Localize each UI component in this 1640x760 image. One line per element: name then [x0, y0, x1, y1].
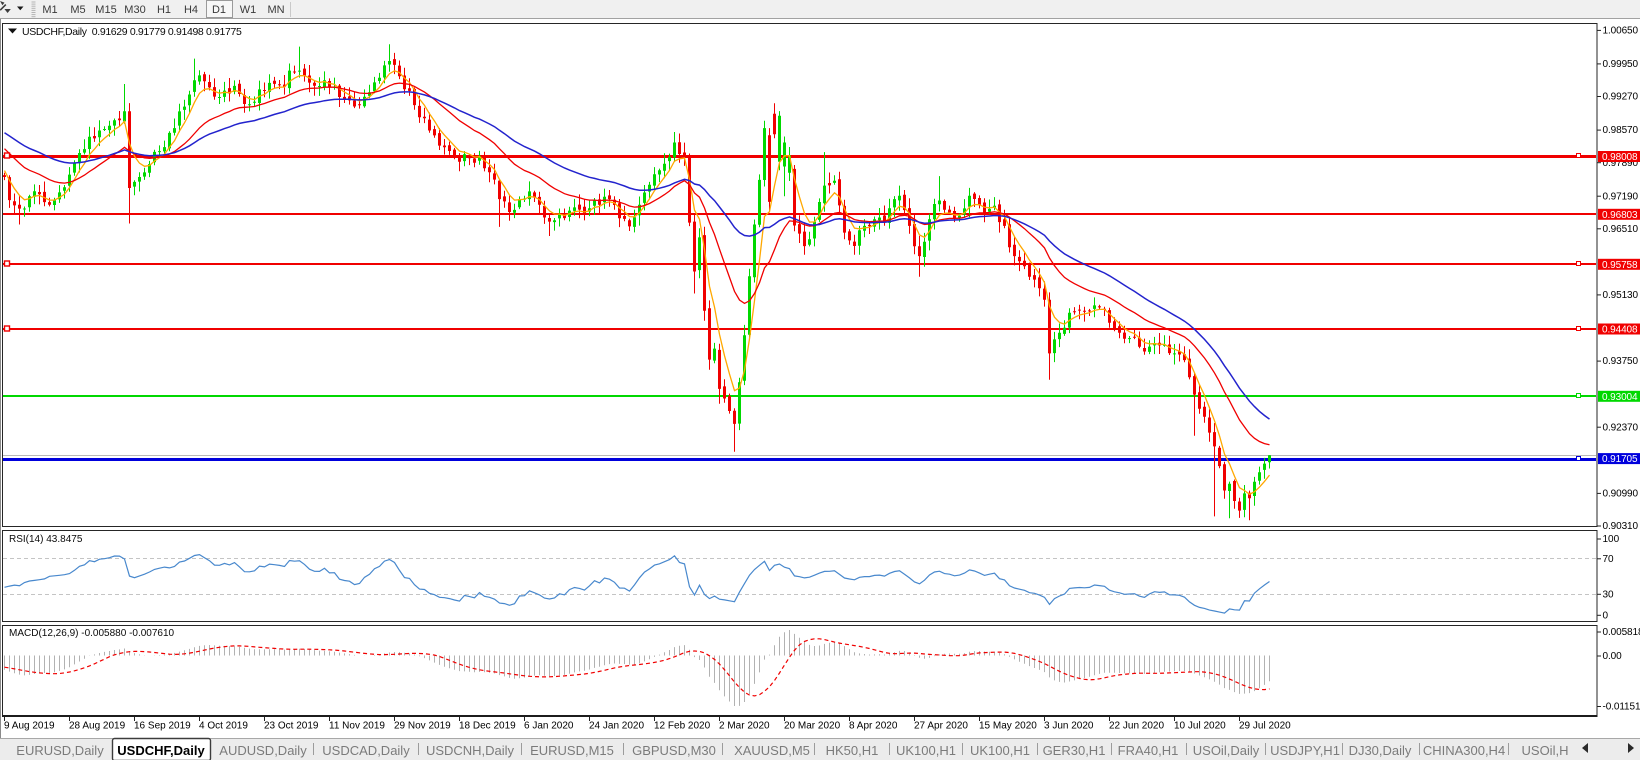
- svg-text:22 Jun 2020: 22 Jun 2020: [1109, 721, 1164, 732]
- svg-text:GER30,H1: GER30,H1: [1043, 743, 1106, 758]
- svg-text:70: 70: [1603, 554, 1615, 565]
- svg-text:RSI(14) 43.8475: RSI(14) 43.8475: [9, 534, 83, 545]
- svg-text:16 Sep 2019: 16 Sep 2019: [134, 721, 191, 732]
- svg-text:DJ30,Daily: DJ30,Daily: [1349, 743, 1412, 758]
- svg-text:HK50,H1: HK50,H1: [826, 743, 879, 758]
- svg-text:0.90310: 0.90310: [1603, 521, 1639, 532]
- svg-text:UK100,H1: UK100,H1: [970, 743, 1030, 758]
- svg-text:0.99950: 0.99950: [1603, 59, 1639, 70]
- svg-text:0.93004: 0.93004: [1602, 392, 1638, 403]
- svg-text:0: 0: [1603, 610, 1609, 621]
- svg-text:USDCHF,Daily: USDCHF,Daily: [117, 743, 205, 758]
- svg-text:18 Dec 2019: 18 Dec 2019: [459, 721, 516, 732]
- svg-text:11 Nov 2019: 11 Nov 2019: [329, 721, 385, 732]
- svg-text:M1: M1: [42, 4, 57, 16]
- svg-text:100: 100: [1603, 534, 1620, 545]
- svg-text:0.98570: 0.98570: [1603, 125, 1639, 136]
- svg-text:0.90990: 0.90990: [1603, 489, 1639, 500]
- svg-text:4 Oct 2019: 4 Oct 2019: [199, 721, 248, 732]
- svg-text:27 Apr 2020: 27 Apr 2020: [914, 721, 968, 732]
- svg-text:0.96803: 0.96803: [1602, 210, 1638, 221]
- svg-text:0.91705: 0.91705: [1602, 454, 1638, 465]
- svg-text:W1: W1: [240, 4, 257, 16]
- svg-text:USDCHF,Daily 0.91629 0.91779: USDCHF,Daily 0.91629 0.91779 0.91498 0.9…: [22, 26, 242, 38]
- svg-text:0.93750: 0.93750: [1603, 356, 1639, 367]
- svg-text:CHINA300,H4: CHINA300,H4: [1423, 743, 1505, 758]
- svg-text:AUDUSD,Daily: AUDUSD,Daily: [219, 743, 307, 758]
- svg-text:0.95758: 0.95758: [1602, 260, 1638, 271]
- svg-text:M15: M15: [95, 4, 116, 16]
- svg-text:UK100,H1: UK100,H1: [896, 743, 956, 758]
- svg-text:MACD(12,26,9) -0.005880 -0.007: MACD(12,26,9) -0.005880 -0.007610: [9, 628, 175, 639]
- svg-text:M5: M5: [70, 4, 85, 16]
- svg-text:8 Apr 2020: 8 Apr 2020: [849, 721, 898, 732]
- svg-text:9 Aug 2019: 9 Aug 2019: [4, 721, 55, 732]
- svg-text:M30: M30: [124, 4, 145, 16]
- svg-text:MN: MN: [267, 4, 284, 16]
- svg-text:30: 30: [1603, 589, 1615, 600]
- svg-text:USOil,H: USOil,H: [1522, 743, 1569, 758]
- svg-text:15 May 2020: 15 May 2020: [979, 721, 1037, 732]
- svg-text:29 Jul 2020: 29 Jul 2020: [1239, 721, 1291, 732]
- svg-text:USDCAD,Daily: USDCAD,Daily: [322, 743, 410, 758]
- svg-text:6 Jan 2020: 6 Jan 2020: [524, 721, 574, 732]
- svg-text:20 Mar 2020: 20 Mar 2020: [784, 721, 841, 732]
- svg-text:D1: D1: [212, 4, 226, 16]
- svg-text:12 Feb 2020: 12 Feb 2020: [654, 721, 711, 732]
- svg-text:H4: H4: [184, 4, 198, 16]
- svg-text:0.95130: 0.95130: [1603, 290, 1639, 301]
- svg-text:-0.011514: -0.011514: [1603, 702, 1640, 713]
- svg-text:USOil,Daily: USOil,Daily: [1193, 743, 1260, 758]
- svg-text:XAUUSD,M5: XAUUSD,M5: [734, 743, 810, 758]
- svg-text:H1: H1: [157, 4, 171, 16]
- svg-text:USDCNH,Daily: USDCNH,Daily: [426, 743, 515, 758]
- svg-text:24 Jan 2020: 24 Jan 2020: [589, 721, 644, 732]
- svg-text:FRA40,H1: FRA40,H1: [1118, 743, 1179, 758]
- svg-text:USDJPY,H1: USDJPY,H1: [1270, 743, 1340, 758]
- svg-text:2 Mar 2020: 2 Mar 2020: [719, 721, 770, 732]
- svg-text:3 Jun 2020: 3 Jun 2020: [1044, 721, 1094, 732]
- svg-text:29 Nov 2019: 29 Nov 2019: [394, 721, 451, 732]
- svg-text:0.96510: 0.96510: [1603, 224, 1639, 235]
- svg-text:10 Jul 2020: 10 Jul 2020: [1174, 721, 1226, 732]
- svg-text:0.94408: 0.94408: [1602, 325, 1638, 336]
- svg-text:0.98008: 0.98008: [1602, 152, 1638, 163]
- svg-text:0.92370: 0.92370: [1603, 422, 1639, 433]
- svg-text:0.97890: 0.97890: [1603, 158, 1639, 169]
- svg-text:0.97190: 0.97190: [1603, 191, 1639, 202]
- svg-text:0.99270: 0.99270: [1603, 92, 1639, 103]
- svg-text:0.005818: 0.005818: [1603, 627, 1640, 638]
- svg-text:EURUSD,M15: EURUSD,M15: [530, 743, 614, 758]
- svg-text:28 Aug 2019: 28 Aug 2019: [69, 721, 126, 732]
- svg-text:GBPUSD,M30: GBPUSD,M30: [632, 743, 716, 758]
- svg-text:EURUSD,Daily: EURUSD,Daily: [16, 743, 104, 758]
- svg-text:0.00: 0.00: [1603, 651, 1623, 662]
- svg-text:23 Oct 2019: 23 Oct 2019: [264, 721, 319, 732]
- svg-text:1.00650: 1.00650: [1603, 26, 1639, 37]
